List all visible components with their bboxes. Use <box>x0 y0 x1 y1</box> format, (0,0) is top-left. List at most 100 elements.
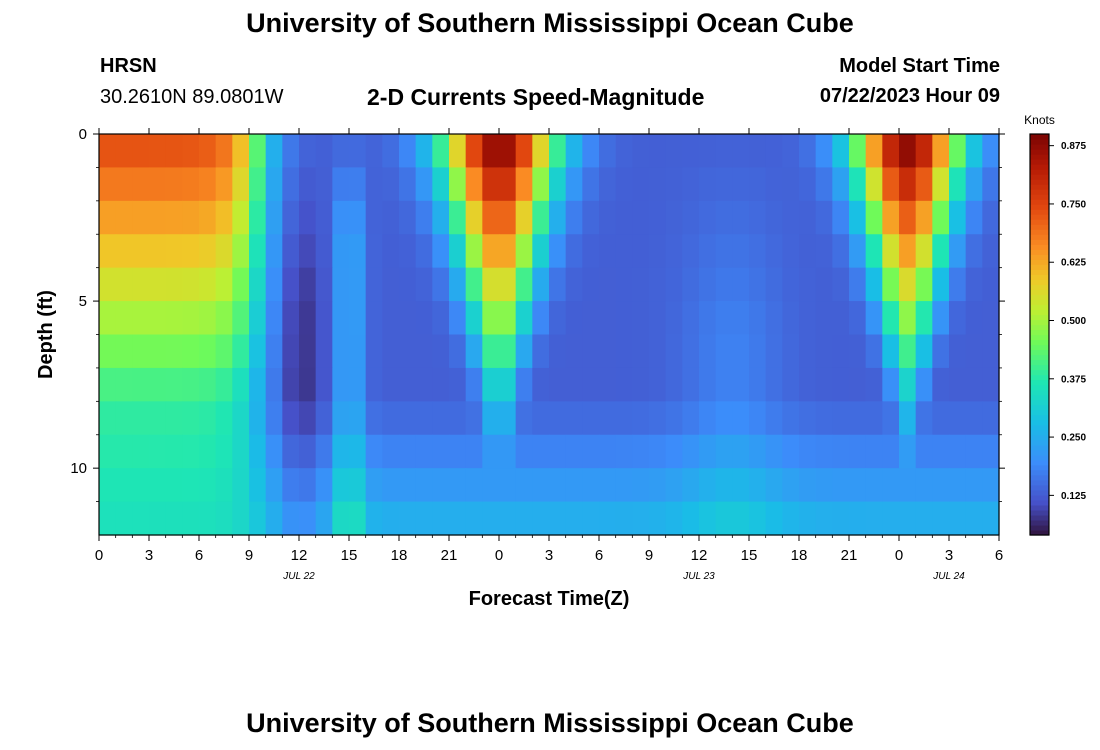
heatmap-cell <box>832 434 850 469</box>
heatmap-cell <box>232 401 250 436</box>
heatmap-cell <box>932 234 950 269</box>
heatmap-cell <box>682 234 700 269</box>
heatmap-cell <box>299 234 317 269</box>
heatmap-cell <box>465 468 483 503</box>
heatmap-cell <box>149 134 167 169</box>
heatmap-cell <box>249 267 267 302</box>
heatmap-cell <box>399 468 417 503</box>
heatmap-cell <box>949 267 967 302</box>
heatmap-cell <box>265 134 283 169</box>
heatmap-cell <box>815 234 833 269</box>
colorbar-segment <box>1030 329 1049 336</box>
heatmap-cell <box>782 401 800 436</box>
heatmap-cell <box>715 334 733 369</box>
heatmap-cell <box>682 167 700 202</box>
heatmap-cell <box>99 301 117 336</box>
heatmap-cell <box>615 167 633 202</box>
heatmap-cell <box>915 334 933 369</box>
heatmap-cell <box>849 134 867 169</box>
heatmap-cell <box>165 468 183 503</box>
heatmap-cell <box>115 501 133 536</box>
colorbar-segment <box>1030 409 1049 416</box>
heatmap-cell <box>132 301 150 336</box>
heatmap-cell <box>199 134 217 169</box>
heatmap-cell <box>765 234 783 269</box>
heatmap-cell <box>382 267 400 302</box>
heatmap-cell <box>665 134 683 169</box>
x-tick-label: 0 <box>895 547 903 564</box>
colorbar-segment <box>1030 334 1049 341</box>
heatmap-cell <box>515 267 533 302</box>
heatmap-cell <box>949 134 967 169</box>
heatmap-cell <box>532 401 550 436</box>
heatmap-cell <box>982 501 1000 536</box>
colorbar-segment <box>1030 424 1049 431</box>
heatmap-cell <box>199 434 217 469</box>
heatmap-cell <box>782 301 800 336</box>
heatmap-cell <box>315 267 333 302</box>
heatmap-cell <box>915 468 933 503</box>
heatmap-cell <box>199 501 217 536</box>
heatmap-cell <box>549 434 567 469</box>
heatmap-cell <box>699 434 717 469</box>
heatmap-cell <box>549 134 567 169</box>
colorbar-segment <box>1030 359 1049 366</box>
heatmap-cell <box>215 267 233 302</box>
heatmap-cell <box>432 434 450 469</box>
heatmap-cell <box>199 200 217 235</box>
heatmap-cell <box>799 267 817 302</box>
x-tick-label: 21 <box>841 547 858 564</box>
heatmap-cell <box>249 434 267 469</box>
heatmap-cell <box>765 468 783 503</box>
colorbar-segment <box>1030 294 1049 301</box>
heatmap-cell <box>749 334 767 369</box>
heatmap-cell <box>349 434 367 469</box>
heatmap-cell <box>882 501 900 536</box>
colorbar-segment <box>1030 489 1049 496</box>
heatmap-cell <box>149 501 167 536</box>
heatmap-cell <box>699 367 717 402</box>
chart-title: University of Southern Mississippi Ocean… <box>246 8 854 38</box>
heatmap-cell <box>415 367 433 402</box>
heatmap-cell <box>365 267 383 302</box>
heatmap-cell <box>882 301 900 336</box>
heatmap-cell <box>632 301 650 336</box>
heatmap-cell <box>799 468 817 503</box>
heatmap-cell <box>615 334 633 369</box>
heatmap-cell <box>782 234 800 269</box>
colorbar-segment <box>1030 174 1049 180</box>
heatmap-cell <box>849 200 867 235</box>
heatmap-cell <box>549 501 567 536</box>
heatmap-cell <box>315 200 333 235</box>
heatmap-cell <box>99 434 117 469</box>
heatmap-cell <box>515 167 533 202</box>
heatmap-cell <box>365 234 383 269</box>
heatmap-cell <box>865 501 883 536</box>
heatmap-cell <box>682 334 700 369</box>
colorbar-segment <box>1030 454 1049 461</box>
heatmap-cell <box>365 301 383 336</box>
heatmap-cell <box>599 501 617 536</box>
colorbar-tick-label: 0.500 <box>1061 316 1086 327</box>
heatmap-cell <box>315 134 333 169</box>
heatmap-cell <box>632 468 650 503</box>
heatmap-cell <box>815 301 833 336</box>
heatmap-cell <box>932 267 950 302</box>
heatmap-cell <box>399 301 417 336</box>
heatmap-cell <box>915 434 933 469</box>
heatmap-cell <box>349 134 367 169</box>
colorbar-segment <box>1030 144 1049 150</box>
heatmap-cell <box>632 200 650 235</box>
heatmap-cell <box>915 200 933 235</box>
colorbar-segment <box>1030 184 1049 190</box>
heatmap-cell <box>915 301 933 336</box>
heatmap-cell <box>699 401 717 436</box>
heatmap-cell <box>949 468 967 503</box>
heatmap-cell <box>599 234 617 269</box>
heatmap-cell <box>299 200 317 235</box>
colorbar-segment <box>1030 524 1049 531</box>
heatmap-cell <box>482 468 500 503</box>
colorbar-segment <box>1030 324 1049 331</box>
heatmap-cell <box>432 267 450 302</box>
heatmap-cell <box>899 267 917 302</box>
